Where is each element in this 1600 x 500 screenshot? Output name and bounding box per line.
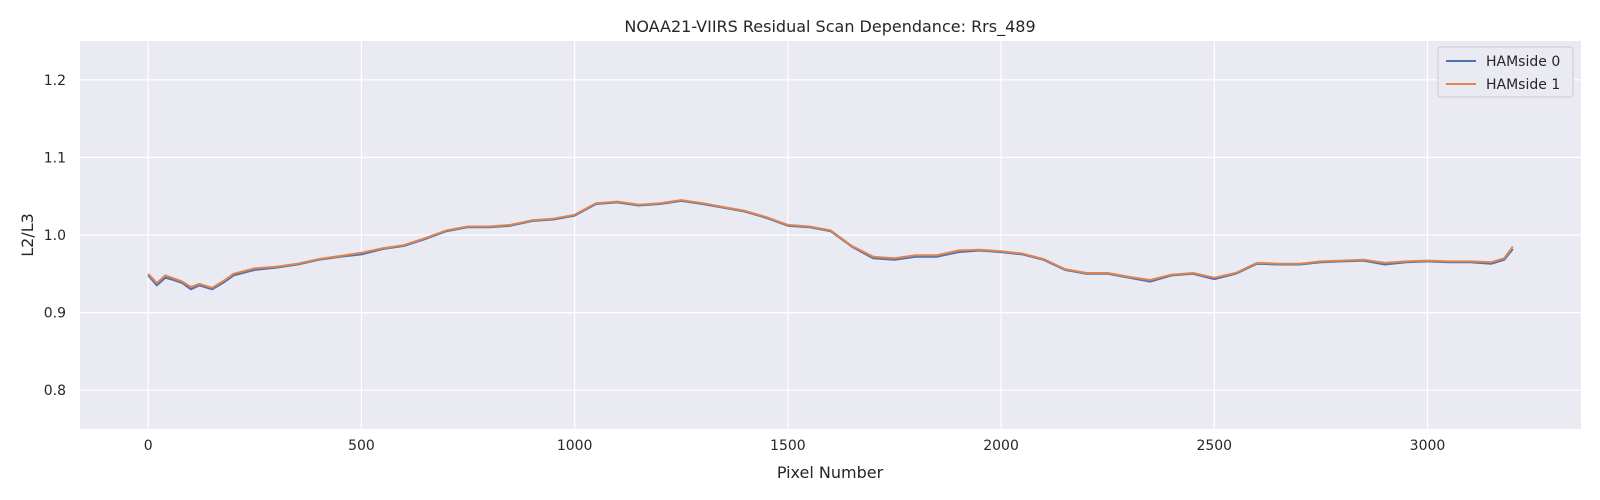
y-tick-label: 1.2 [44, 73, 66, 89]
y-tick-label: 1.0 [44, 228, 66, 244]
legend-label-hamside-0: HAMside 0 [1486, 54, 1560, 70]
x-tick-label: 2000 [983, 438, 1019, 454]
x-tick-label: 500 [348, 438, 375, 454]
grid-lines [80, 41, 1581, 429]
x-tick-label: 1000 [557, 438, 593, 454]
x-axis-title: Pixel Number [777, 463, 884, 482]
x-tick-labels: 0 500 1000 1500 2000 2500 3000 [144, 438, 1446, 454]
x-tick-label: 0 [144, 438, 153, 454]
series-line-hamside-1 [147, 199, 1514, 289]
y-tick-label: 0.8 [44, 383, 66, 399]
legend-label-hamside-1: HAMside 1 [1486, 77, 1560, 93]
legend: HAMside 0 HAMside 1 [1437, 46, 1574, 98]
y-tick-labels: 0.8 0.9 1.0 1.1 1.2 [44, 73, 66, 399]
x-tick-label: 1500 [770, 438, 806, 454]
series-lines [147, 199, 1514, 291]
y-tick-label: 1.1 [44, 150, 66, 166]
y-tick-label: 0.9 [44, 306, 66, 322]
chart-title: NOAA21-VIIRS Residual Scan Dependance: R… [624, 17, 1035, 37]
x-tick-label: 2500 [1196, 438, 1232, 454]
x-tick-label: 3000 [1410, 438, 1446, 454]
y-axis-title: L2/L3 [18, 213, 37, 257]
